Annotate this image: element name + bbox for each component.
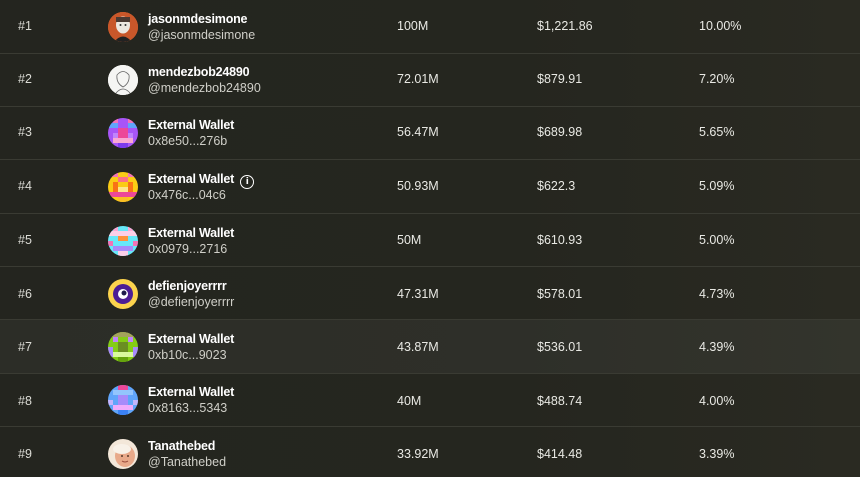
holder-handle[interactable]: @Tanathebed <box>148 455 227 469</box>
token-amount: 50M <box>397 233 422 247</box>
token-amount: 50.93M <box>397 179 439 193</box>
holder-name[interactable]: External Wallet <box>148 385 235 399</box>
usd-value: $879.91 <box>537 72 583 86</box>
wallet-address[interactable]: 0x0979...2716 <box>148 242 228 256</box>
rank-label: #3 <box>18 125 32 139</box>
supply-percent: 4.39% <box>699 340 735 354</box>
supply-percent: 4.73% <box>699 287 735 301</box>
photo-avatar[interactable] <box>108 12 138 42</box>
wallet-address[interactable]: 0x476c...04c6 <box>148 188 226 202</box>
pixel-avatar-blue[interactable] <box>108 385 138 415</box>
rank-label: #5 <box>18 233 32 247</box>
holder-name[interactable]: External Wallet <box>148 226 235 240</box>
holder-handle[interactable]: @mendezbob24890 <box>148 81 261 95</box>
usd-value: $1,221.86 <box>537 19 593 33</box>
usd-value: $414.48 <box>537 447 583 461</box>
holder-handle[interactable]: @jasonmdesimone <box>148 28 256 42</box>
supply-percent: 5.09% <box>699 179 735 193</box>
table-row[interactable]: #3 External Wallet 0x8e50...276b 56.47M … <box>0 107 860 160</box>
sketch-avatar[interactable] <box>108 65 138 95</box>
usd-value: $536.01 <box>537 340 583 354</box>
holder-name[interactable]: mendezbob24890 <box>148 65 250 79</box>
usd-value: $622.3 <box>537 179 576 193</box>
holder-name[interactable]: External Wallet <box>148 332 235 346</box>
pixel-avatar-olive[interactable] <box>108 332 138 362</box>
holder-name[interactable]: defienjoyerrrr <box>148 279 227 293</box>
usd-value: $578.01 <box>537 287 583 301</box>
holder-name[interactable]: External Wallet i <box>148 172 255 189</box>
holder-name[interactable]: External Wallet <box>148 118 235 132</box>
pixel-avatar-purple[interactable] <box>108 118 138 148</box>
table-row[interactable]: #4 External Wallet i 0x476c...04c6 50.93M… <box>0 160 860 214</box>
rank-label: #6 <box>18 287 32 301</box>
token-amount: 47.31M <box>397 287 439 301</box>
rank-label: #8 <box>18 394 32 408</box>
rank-label: #4 <box>18 179 32 193</box>
info-icon[interactable]: i <box>240 175 255 189</box>
usd-value: $610.93 <box>537 233 583 247</box>
holder-handle[interactable]: @defienjoyerrrr <box>148 295 235 309</box>
wallet-address[interactable]: 0x8163...5343 <box>148 401 228 415</box>
supply-percent: 4.00% <box>699 394 735 408</box>
supply-percent: 7.20% <box>699 72 735 86</box>
table-row[interactable]: #2 mendezbob24890 @mendezbob24890 72.01M… <box>0 54 860 107</box>
holder-name-text: External Wallet <box>148 172 235 186</box>
table-row[interactable]: #7 External Wallet 0xb10c...9023 43.87M … <box>0 320 860 374</box>
wallet-address[interactable]: 0x8e50...276b <box>148 134 228 148</box>
token-amount: 100M <box>397 19 429 33</box>
holder-name[interactable]: jasonmdesimone <box>148 12 248 26</box>
rank-label: #7 <box>18 340 32 354</box>
table-row[interactable]: #6 defienjoyerrrr @defienjoyerrrr 47.31M… <box>0 267 860 320</box>
rank-label: #2 <box>18 72 32 86</box>
holder-name[interactable]: Tanathebed <box>148 439 216 453</box>
rank-label: #1 <box>18 19 32 33</box>
pixel-avatar-cyan[interactable] <box>108 226 138 256</box>
token-amount: 33.92M <box>397 447 439 461</box>
table-row[interactable]: #5 External Wallet 0x0979...2716 50M $61… <box>0 214 860 267</box>
token-amount: 56.47M <box>397 125 439 139</box>
rank-label: #9 <box>18 447 32 461</box>
usd-value: $488.74 <box>537 394 583 408</box>
token-amount: 72.01M <box>397 72 439 86</box>
token-amount: 40M <box>397 394 422 408</box>
token-amount: 43.87M <box>397 340 439 354</box>
supply-percent: 5.65% <box>699 125 735 139</box>
table-row[interactable]: #1 jasonmdesimone @jasonmdesimone 100M $… <box>0 0 860 54</box>
eye-avatar[interactable] <box>108 279 138 309</box>
supply-percent: 3.39% <box>699 447 735 461</box>
wallet-address[interactable]: 0xb10c...9023 <box>148 348 227 362</box>
usd-value: $689.98 <box>537 125 583 139</box>
supply-percent: 10.00% <box>699 19 742 33</box>
table-row[interactable]: #8 External Wallet 0x8163...5343 40M $48… <box>0 374 860 427</box>
supply-percent: 5.00% <box>699 233 735 247</box>
face-avatar[interactable] <box>108 439 138 469</box>
table-row[interactable]: #9 Tanathebed @Tanathebed 33.92M $414.48… <box>0 427 860 477</box>
pixel-avatar-yellow[interactable] <box>108 172 138 202</box>
